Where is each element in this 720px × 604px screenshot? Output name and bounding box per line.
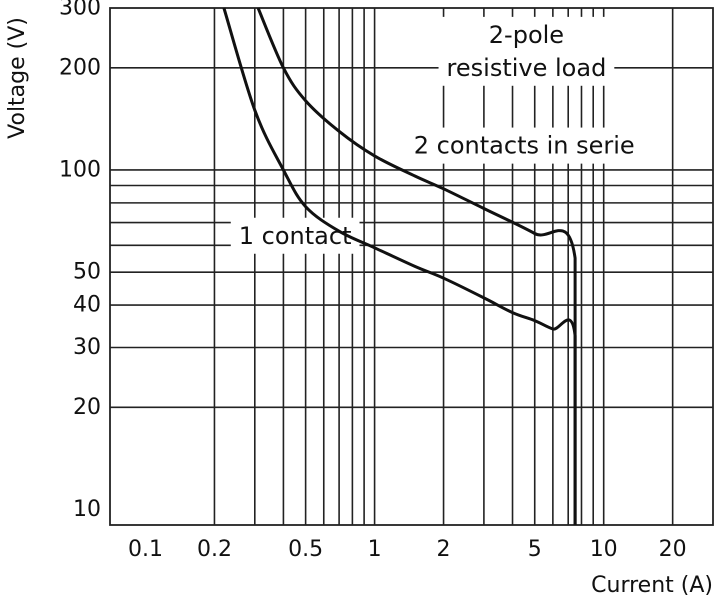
- annotation-1: 2-pole: [489, 21, 564, 49]
- x-tick-labels: 0.1 0.2 0.5 1 2 5 10 20: [128, 537, 687, 562]
- curve-series-2: [256, 7, 577, 525]
- x-axis-title: Current (A): [591, 573, 713, 598]
- x-tick-label-0_5: 0.5: [288, 537, 323, 562]
- y-tick-label-10: 10: [73, 497, 101, 522]
- x-tick-label-1: 1: [368, 537, 382, 562]
- y-tick-label-200: 200: [59, 55, 101, 80]
- y-tick-label-300: 300: [59, 0, 101, 21]
- x-tick-label-20: 20: [659, 537, 687, 562]
- y-tick-label-100: 100: [59, 157, 101, 182]
- x-tick-label-10: 10: [590, 537, 618, 562]
- curves: [222, 7, 577, 525]
- plot-frame: [109, 7, 714, 526]
- annotation-3: 2 contacts in serie: [414, 132, 635, 160]
- x-tick-label-0_2: 0.2: [197, 537, 232, 562]
- x-tick-label-2: 2: [437, 537, 451, 562]
- y-tick-labels: 10 20 30 40 50 100 200 300: [59, 0, 101, 522]
- y-axis-title: Voltage (V): [5, 17, 30, 139]
- y-tick-label-30: 30: [73, 335, 101, 360]
- plot-border: [109, 7, 714, 526]
- annotation-2: resistive load: [447, 54, 607, 82]
- y-tick-label-40: 40: [73, 293, 101, 318]
- y-tick-label-50: 50: [73, 260, 101, 285]
- annotations: 2-pole resistive load 2 contacts in serie 1…: [239, 21, 635, 250]
- grid-lines: [110, 8, 713, 525]
- x-tick-label-0_1: 0.1: [128, 537, 163, 562]
- y-tick-label-20: 20: [73, 395, 101, 420]
- curve-series-1: [222, 7, 577, 525]
- x-tick-label-5: 5: [528, 537, 542, 562]
- annotation-4: 1 contact: [239, 222, 352, 250]
